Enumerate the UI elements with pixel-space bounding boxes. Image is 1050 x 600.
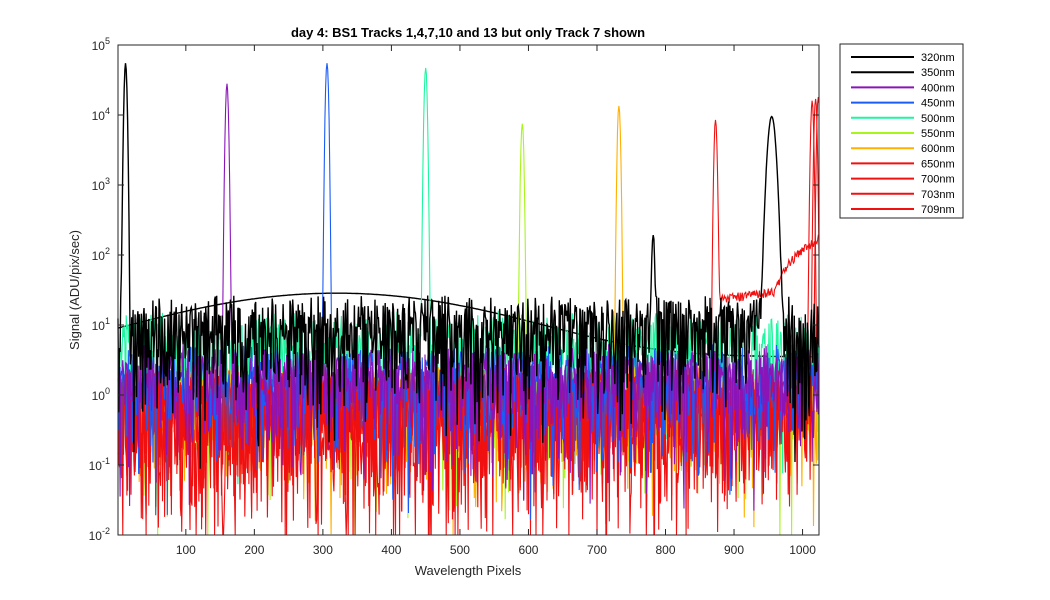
series-layer — [117, 63, 820, 536]
y-tick-label: 103 — [92, 176, 110, 193]
y-axis-label: Signal (ADU/pix/sec) — [67, 230, 82, 350]
legend-label: 500nm — [921, 113, 955, 125]
legend-label: 600nm — [921, 143, 955, 155]
tick-layer: 100 200 300 400 500 600 700 800 900 1000 10-2 10-1 1… — [89, 36, 819, 557]
y-tick-label: 100 — [92, 386, 110, 403]
x-tick-label: 500 — [450, 543, 470, 557]
legend-label: 709nm — [921, 204, 955, 216]
legend-label: 350nm — [921, 67, 955, 79]
legend: 320nm 350nm 400nm 450nm 500nm 550nm 600nm 650nm… — [851, 52, 955, 216]
series-line-350nm — [117, 63, 820, 469]
legend-label: 703nm — [921, 189, 955, 201]
x-tick-label: 400 — [381, 543, 401, 557]
y-tick-label: 104 — [92, 106, 110, 123]
x-tick-label: 800 — [655, 543, 675, 557]
axes-box — [117, 44, 820, 536]
chart-title: day 4: BS1 Tracks 1,4,7,10 and 13 but on… — [291, 25, 645, 40]
x-tick-label: 600 — [518, 543, 538, 557]
legend-label: 650nm — [921, 158, 955, 170]
legend-label: 700nm — [921, 174, 955, 186]
y-tick-label: 105 — [92, 36, 110, 53]
y-tick-label: 102 — [92, 246, 110, 263]
x-tick-label: 300 — [313, 543, 333, 557]
x-tick-label: 100 — [176, 543, 196, 557]
legend-label: 400nm — [921, 82, 955, 94]
legend-label: 550nm — [921, 128, 955, 140]
y-tick-label: 10-2 — [89, 526, 110, 543]
y-tick-label: 101 — [92, 316, 110, 333]
legend-label: 450nm — [921, 98, 955, 110]
x-tick-label: 900 — [724, 543, 744, 557]
x-tick-label: 1000 — [789, 543, 816, 557]
legend-label: 320nm — [921, 52, 955, 64]
x-axis-label: Wavelength Pixels — [415, 563, 522, 578]
y-tick-label: 10-1 — [89, 456, 110, 473]
x-tick-label: 700 — [587, 543, 607, 557]
x-tick-label: 200 — [244, 543, 264, 557]
